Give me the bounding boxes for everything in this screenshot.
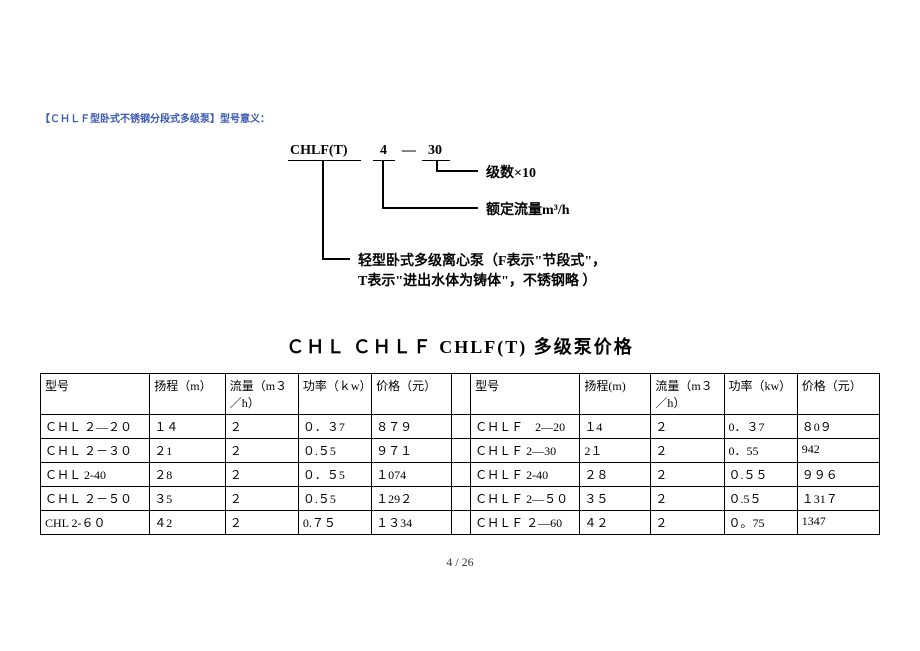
cell: １４ [150, 415, 225, 439]
cell: ２ [651, 487, 724, 511]
table-row: CHL 2-６０４2２0.７５１３34ＣＨＬＦ ２—60４２２０。751347 [41, 511, 880, 535]
col-header: 流量（m３／h） [651, 374, 724, 415]
cell: ２ [651, 415, 724, 439]
gap [452, 415, 471, 439]
col-header: 价格（元） [797, 374, 879, 415]
cell: １29２ [372, 487, 452, 511]
diagram-anno2: 额定流量m³/h [486, 199, 570, 219]
cell: ８７９ [372, 415, 452, 439]
cell: ２ [651, 439, 724, 463]
cell: 0．55 [724, 439, 797, 463]
cell: ＣＨＬ ２—２０ [41, 415, 150, 439]
col-header: 功率（kw） [724, 374, 797, 415]
cell: ＣＨＬＦ 2—20 [471, 415, 580, 439]
cell: １074 [372, 463, 452, 487]
gap [452, 463, 471, 487]
cell: ＣＨＬＦ 2-40 [471, 463, 580, 487]
cell: ２ [651, 511, 724, 535]
diagram-anno1: 级数×10 [486, 162, 536, 182]
cell: ２1 [150, 439, 225, 463]
cell: ４２ [580, 511, 651, 535]
cell: ０．５5 [298, 463, 371, 487]
cell: ２ [225, 439, 298, 463]
cell: ４2 [150, 511, 225, 535]
cell: １３34 [372, 511, 452, 535]
cell: 0．３7 [724, 415, 797, 439]
cell: ８0９ [797, 415, 879, 439]
table-row: ＣＨＬ 2-40２8２０．５5１074ＣＨＬＦ 2-40２８２０.５５９９６ [41, 463, 880, 487]
cell: ２ [225, 487, 298, 511]
cell: ＣＨＬ ２－３０ [41, 439, 150, 463]
cell: ２ [225, 511, 298, 535]
cell: CHL 2-６０ [41, 511, 150, 535]
cell: ２8 [150, 463, 225, 487]
diagram-anno3a: 轻型卧式多级离心泵（F表示"节段式"， [358, 250, 606, 270]
cell: ９７１ [372, 439, 452, 463]
diagram-model: CHLF(T) [290, 143, 348, 159]
cell: 1347 [797, 511, 879, 535]
col-header: 扬程（m） [150, 374, 225, 415]
diagram-num1: 4 [380, 143, 387, 159]
table-row: ＣＨＬ ２—２０１４２０．３7８７９ＣＨＬＦ 2—20１4２0．３7８0９ [41, 415, 880, 439]
cell: ３５ [580, 487, 651, 511]
cell: ０．３7 [298, 415, 371, 439]
cell: ＣＨＬ 2-40 [41, 463, 150, 487]
diagram-dash: — [402, 143, 416, 159]
cell: ０.５5 [298, 439, 371, 463]
cell: 0.７５ [298, 511, 371, 535]
cell: ０。75 [724, 511, 797, 535]
col-header: 流量（m３／h） [225, 374, 298, 415]
diagram-num2: 30 [428, 143, 442, 159]
col-header: 型号 [41, 374, 150, 415]
col-header: 价格（元） [372, 374, 452, 415]
cell: １4 [580, 415, 651, 439]
cell: ０.５５ [724, 463, 797, 487]
cell: ＣＨＬ ２－５０ [41, 487, 150, 511]
cell: ０.５5 [298, 487, 371, 511]
section-heading: 【ＣＨＬＦ型卧式不锈钢分段式多级泵】型号意义： [40, 110, 880, 125]
table-row: ＣＨＬ ２－５０３5２０.５5１29２ＣＨＬＦ 2—５０３５２０.5５１31７ [41, 487, 880, 511]
cell: 942 [797, 439, 879, 463]
gap [452, 374, 471, 415]
table-title: ＣＨＬ ＣＨＬＦ CHLF(T) 多级泵价格 [40, 333, 880, 359]
cell: １31７ [797, 487, 879, 511]
table-row: ＣＨＬ ２－３０２1２０.５5９７１ＣＨＬＦ 2—302１２0．55942 [41, 439, 880, 463]
col-header: 扬程(m) [580, 374, 651, 415]
col-header: 型号 [471, 374, 580, 415]
price-table: 型号扬程（m）流量（m３／h）功率（ｋw）价格（元）型号扬程(m)流量（m３／h… [40, 373, 880, 535]
model-diagram: CHLF(T) 4 — 30 级数×10 额定流量m³/h 轻型卧式多级离心泵（… [210, 143, 770, 303]
cell: ２ [225, 415, 298, 439]
cell: ２８ [580, 463, 651, 487]
diagram-anno3b: T表示"进出水体为铸体"，不锈钢略 ） [358, 270, 596, 290]
cell: ２ [651, 463, 724, 487]
col-header: 功率（ｋw） [298, 374, 371, 415]
page-footer: 4 / 26 [40, 555, 880, 570]
gap [452, 511, 471, 535]
cell: ＣＨＬＦ 2—30 [471, 439, 580, 463]
cell: ＣＨＬＦ 2—５０ [471, 487, 580, 511]
cell: ＣＨＬＦ ２—60 [471, 511, 580, 535]
gap [452, 487, 471, 511]
cell: ２ [225, 463, 298, 487]
cell: 2１ [580, 439, 651, 463]
cell: ９９６ [797, 463, 879, 487]
gap [452, 439, 471, 463]
cell: ０.5５ [724, 487, 797, 511]
cell: ３5 [150, 487, 225, 511]
